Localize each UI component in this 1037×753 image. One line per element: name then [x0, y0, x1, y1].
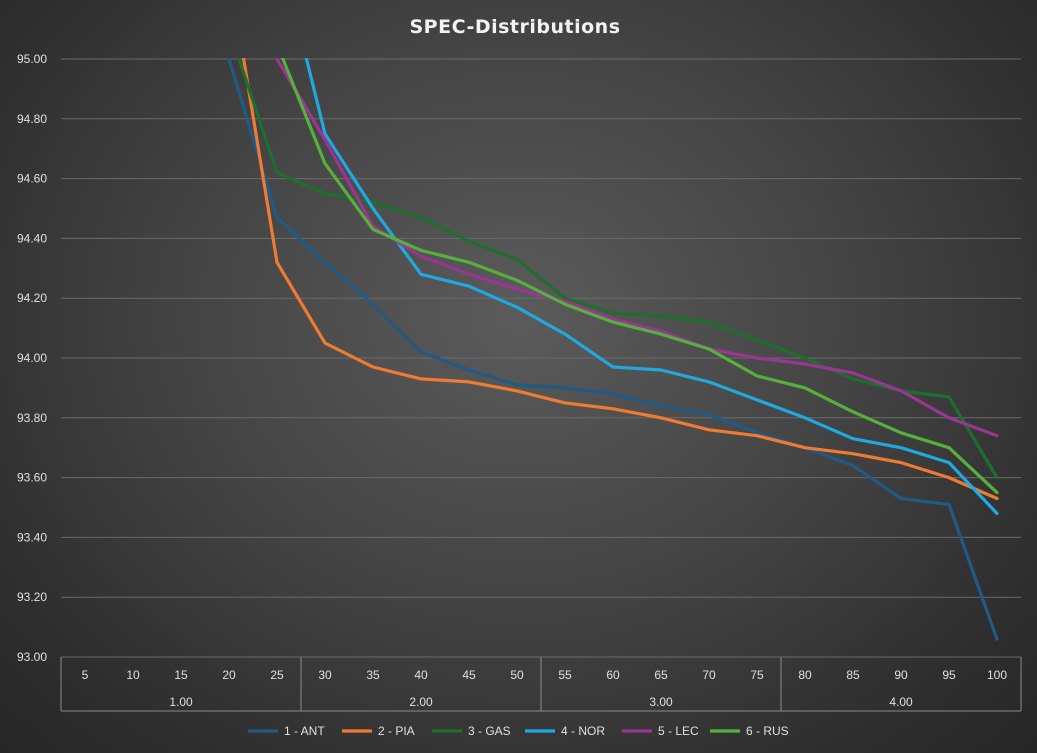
x-tick-label: 85	[846, 668, 860, 682]
x-tick-label: 70	[702, 668, 716, 682]
y-tick-label: 94.00	[17, 351, 47, 365]
series-line	[227, 58, 999, 641]
x-tick-label: 25	[270, 668, 284, 682]
legend-label: 5 - LEC	[658, 724, 699, 738]
y-tick-label: 94.80	[17, 112, 47, 126]
chart-title: SPEC-Distributions	[409, 16, 620, 38]
legend-label: 1 - ANT	[284, 724, 325, 738]
legend: 1 - ANT 2 - PIA 3 - GAS 4 - NOR 5 - LEC 6 - R…	[248, 724, 789, 738]
legend-label: 4 - NOR	[561, 724, 605, 738]
y-tick-label: 93.60	[17, 471, 47, 485]
x-group-label: 2.00	[409, 695, 433, 709]
x-tick-label: 90	[894, 668, 908, 682]
x-tick-label: 100	[987, 668, 1007, 682]
x-tick-label: 65	[654, 668, 668, 682]
x-group-label: 3.00	[649, 695, 673, 709]
x-tick-label: 15	[174, 668, 188, 682]
gridlines	[61, 58, 1021, 658]
y-tick-label: 93.20	[17, 590, 47, 604]
x-tick-label: 45	[462, 668, 476, 682]
x-tick-label: 60	[606, 668, 620, 682]
series-line	[241, 58, 999, 501]
y-tick-label: 94.20	[17, 291, 47, 305]
x-axis: 5 10 15 20 25 30 35 40 45 50 55 60 65 70 75 80 85 90 95 100…	[60, 657, 1022, 712]
x-tick-label: 5	[82, 668, 89, 682]
x-tick-label: 75	[750, 668, 764, 682]
y-tick-label: 95.00	[17, 52, 47, 66]
x-tick-label: 20	[222, 668, 236, 682]
y-tick-label: 94.60	[17, 172, 47, 186]
x-tick-label: 95	[942, 668, 956, 682]
legend-label: 3 - GAS	[468, 724, 511, 738]
plot-area	[227, 58, 999, 641]
x-tick-label: 55	[558, 668, 572, 682]
y-tick-label: 93.00	[17, 650, 47, 664]
y-axis: 93.00 93.20 93.40 93.60 93.80 94.00 94.20 94.40…	[17, 52, 47, 664]
x-tick-label: 10	[126, 668, 140, 682]
x-tick-label: 50	[510, 668, 524, 682]
x-tick-label: 40	[414, 668, 428, 682]
y-tick-label: 93.40	[17, 530, 47, 544]
series-line	[304, 58, 999, 516]
y-tick-label: 94.40	[17, 231, 47, 245]
legend-label: 6 - RUS	[746, 724, 789, 738]
x-tick-label: 80	[798, 668, 812, 682]
x-tick-label: 30	[318, 668, 332, 682]
x-tick-label: 35	[366, 668, 380, 682]
series-line	[280, 58, 999, 495]
legend-label: 2 - PIA	[378, 724, 415, 738]
x-group-label: 1.00	[169, 695, 193, 709]
y-tick-label: 93.80	[17, 411, 47, 425]
x-group-label: 4.00	[889, 695, 913, 709]
series-line	[275, 58, 999, 438]
